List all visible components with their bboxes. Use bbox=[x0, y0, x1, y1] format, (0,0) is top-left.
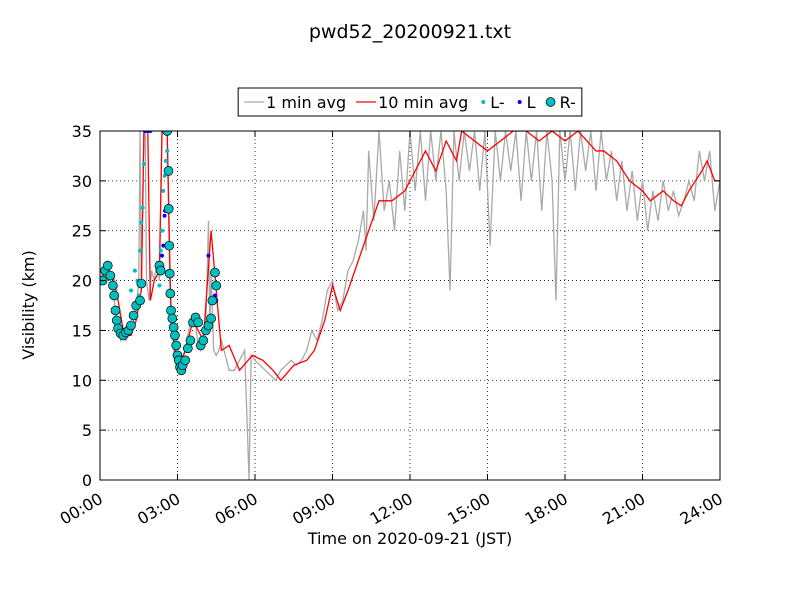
series-line bbox=[100, 131, 720, 382]
legend-label: 1 min avg bbox=[266, 93, 346, 112]
data-point bbox=[160, 253, 164, 258]
data-point bbox=[135, 295, 145, 306]
data-point bbox=[162, 213, 167, 218]
legend-item: L- bbox=[481, 93, 505, 112]
y-tick-label: 15 bbox=[72, 321, 92, 340]
data-point bbox=[161, 188, 166, 193]
data-point bbox=[105, 270, 116, 281]
y-tick-label: 35 bbox=[72, 122, 92, 141]
legend-item: 1 min avg bbox=[244, 93, 346, 112]
data-point bbox=[206, 313, 216, 324]
legend-label: R- bbox=[560, 93, 576, 112]
data-point bbox=[163, 158, 168, 163]
y-tick-label: 30 bbox=[72, 172, 92, 191]
data-point bbox=[164, 240, 175, 251]
legend-label: 10 min avg bbox=[378, 93, 468, 112]
data-point bbox=[161, 243, 166, 248]
y-tick-label: 20 bbox=[72, 272, 92, 291]
y-tick-label: 25 bbox=[72, 222, 92, 241]
data-point bbox=[158, 248, 163, 253]
legend-item: R- bbox=[545, 93, 576, 112]
chart-title: pwd52_20200921.txt bbox=[309, 21, 511, 43]
data-point bbox=[198, 335, 209, 346]
legend: 1 min avg 10 min avg L- L R- bbox=[237, 87, 583, 117]
data-point bbox=[126, 320, 136, 331]
legend-label: L bbox=[527, 93, 536, 112]
plot-area bbox=[100, 131, 720, 480]
data-point bbox=[160, 228, 164, 233]
data-point bbox=[180, 355, 191, 366]
legend-label: L- bbox=[490, 93, 504, 112]
legend-item: L bbox=[517, 93, 536, 112]
data-point bbox=[157, 283, 162, 288]
data-point bbox=[210, 267, 220, 278]
data-point bbox=[140, 205, 145, 210]
data-point bbox=[110, 305, 121, 316]
data-point bbox=[109, 290, 120, 301]
data-point bbox=[102, 260, 113, 271]
data-point bbox=[128, 310, 139, 321]
data-point bbox=[111, 315, 122, 326]
data-point bbox=[139, 220, 144, 225]
data-point bbox=[162, 131, 173, 136]
data-point bbox=[165, 288, 176, 299]
legend-box bbox=[237, 87, 583, 117]
legend-swatch bbox=[481, 100, 486, 104]
data-point bbox=[141, 161, 146, 166]
data-point bbox=[207, 295, 218, 306]
data-point bbox=[162, 173, 167, 178]
data-point bbox=[166, 305, 176, 316]
data-point bbox=[171, 340, 182, 351]
data-point bbox=[138, 248, 143, 253]
y-tick-label: 5 bbox=[82, 421, 92, 440]
x-axis-title: Time on 2020-09-21 (JST) bbox=[307, 529, 512, 548]
data-point bbox=[182, 343, 193, 354]
data-point bbox=[155, 265, 166, 276]
data-point bbox=[193, 317, 204, 328]
data-point bbox=[167, 313, 178, 324]
data-point bbox=[163, 203, 174, 214]
data-point bbox=[129, 288, 133, 293]
legend-swatch bbox=[545, 97, 556, 107]
data-point bbox=[108, 280, 118, 291]
data-point bbox=[163, 166, 174, 176]
data-point bbox=[170, 330, 180, 341]
data-point bbox=[136, 278, 147, 289]
data-point bbox=[164, 268, 175, 279]
data-point bbox=[165, 148, 170, 153]
data-point bbox=[185, 335, 196, 346]
y-tick-label: 0 bbox=[82, 471, 92, 490]
legend-swatch bbox=[517, 100, 522, 104]
data-point bbox=[168, 322, 179, 333]
data-point bbox=[211, 280, 222, 291]
legend-item: 10 min avg bbox=[356, 93, 468, 112]
data-point bbox=[132, 268, 137, 273]
data-point bbox=[206, 253, 211, 258]
y-axis-title: Visibility (km) bbox=[19, 250, 38, 359]
y-tick-label: 10 bbox=[72, 371, 92, 390]
